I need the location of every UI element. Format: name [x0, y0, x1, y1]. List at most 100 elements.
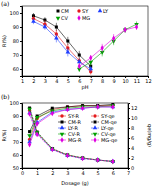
tick-mark [128, 108, 130, 109]
tick-label: 4 [81, 170, 84, 176]
tick-label: 50 [13, 165, 19, 171]
tick-label: 4 [55, 78, 58, 84]
tick-mark [20, 116, 22, 117]
tick: 80 [13, 38, 22, 44]
legend-item: MG-qe [91, 137, 117, 144]
tick-mark [20, 13, 22, 14]
plot-frame [22, 6, 148, 76]
tick: 2 [51, 168, 54, 176]
tick-label: 2 [131, 155, 134, 161]
tick-label: 6 [78, 78, 81, 84]
legend-symbol [61, 121, 64, 124]
tick-label: 80 [13, 38, 19, 44]
tick-label: 7 [90, 78, 93, 84]
data-point [50, 148, 55, 152]
legend-symbol [77, 9, 80, 12]
tick: 11 [134, 76, 140, 84]
tick-label: 1 [21, 78, 24, 84]
tick: 6 [128, 135, 134, 141]
tick: 2 [32, 76, 35, 84]
tick-mark [20, 142, 22, 143]
legend-label: LY [103, 8, 109, 14]
data-point [80, 157, 85, 161]
tick-label: 60 [13, 66, 19, 72]
legend-line [91, 122, 99, 123]
tick-label: 5 [97, 170, 100, 176]
tick-label: 6 [112, 170, 115, 176]
tick-label: 0 [131, 165, 134, 171]
tick: 90 [13, 113, 22, 119]
data-point [96, 104, 99, 110]
legend-symbol [56, 17, 61, 21]
data-point [55, 26, 58, 29]
tick-label: 100 [9, 10, 19, 16]
tick: 1 [36, 168, 39, 176]
tick: 0 [21, 168, 24, 176]
tick-label: 11 [134, 78, 140, 84]
data-point [28, 111, 31, 117]
y-axis-title: R(%) [1, 129, 7, 141]
series-line [79, 24, 136, 69]
tick: 100 [9, 10, 22, 16]
plot-area [27, 103, 115, 164]
data-point [96, 157, 99, 163]
tick-label: 3 [66, 170, 69, 176]
legend-symbol [60, 114, 63, 117]
data-point [66, 40, 69, 43]
xticks-axis: 123456789101112 [21, 76, 152, 84]
tick-mark [128, 138, 130, 139]
data-point [51, 107, 54, 110]
tick-label: 12 [131, 105, 137, 111]
tick-label: 0 [21, 170, 24, 176]
tick: 90 [13, 24, 22, 30]
y2ticks-axis: 024681012 [128, 104, 137, 172]
tick-label: 70 [13, 52, 19, 58]
yticks-axis: 60 70 80 90 100 [9, 7, 22, 77]
data-point [111, 104, 114, 110]
legend-item: CM [57, 8, 69, 14]
legend-symbol [94, 121, 97, 124]
data-point [81, 156, 84, 162]
data-point [78, 63, 81, 69]
tick: 4 [55, 76, 58, 84]
x-axis-title: pH [82, 84, 89, 91]
tick: 80 [13, 126, 22, 132]
axis-line [23, 77, 149, 79]
tick-label: 1 [36, 170, 39, 176]
data-point [51, 111, 54, 117]
axis-line [20, 104, 23, 169]
xticks-axis: 0 1 2 3 4 5 6 7 [21, 168, 130, 176]
tick: 5 [97, 168, 100, 176]
data-point [54, 36, 59, 40]
data-point [27, 108, 32, 112]
legend-symbol [93, 137, 96, 143]
tick: 0 [128, 165, 134, 171]
data-point [31, 19, 36, 23]
data-point [123, 27, 126, 33]
tick-label: 3 [44, 78, 47, 84]
legend-item: MG [77, 15, 90, 21]
tick: 4 [81, 168, 84, 176]
legend-symbol [93, 125, 98, 129]
data-point [66, 153, 69, 159]
tick-mark [128, 128, 130, 129]
tick-label: 7 [127, 170, 130, 176]
legend-symbol [93, 133, 98, 137]
data-point [36, 132, 39, 138]
tick: 70 [13, 52, 22, 58]
legend: SY-RCM-RLY-RCV-RMG-RSY-qeCM-qeLY-qeCV-qe… [58, 113, 117, 144]
legend-symbol [98, 8, 103, 12]
tick-label: 10 [131, 115, 137, 121]
tick: 10 [128, 115, 137, 121]
legend-symbol [60, 133, 65, 137]
data-point [88, 66, 93, 70]
legend-symbol [60, 125, 65, 129]
tick-mark [128, 158, 130, 159]
chart: 12345678910111260708090100(a)pHR(%)CMSYL… [1, 0, 152, 91]
data-point [112, 35, 115, 41]
tick-mark [20, 69, 22, 70]
tick-label: 2 [51, 170, 54, 176]
legend-symbol [93, 114, 96, 117]
title: (b) [1, 93, 10, 100]
tick-label: 80 [13, 126, 19, 132]
